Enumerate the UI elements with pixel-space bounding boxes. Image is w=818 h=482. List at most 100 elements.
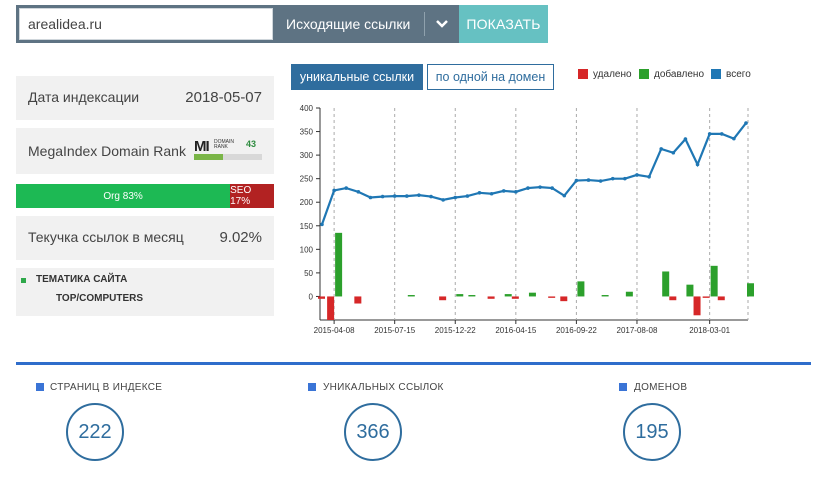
section-divider — [16, 362, 811, 365]
bar-removed — [318, 296, 325, 299]
index-date-label: Дата индексации — [28, 89, 140, 105]
legend-removed: удалено — [578, 68, 632, 80]
total-point — [392, 194, 397, 198]
rank-badge-caption: DOMAIN RANK — [214, 139, 234, 150]
total-point — [344, 186, 349, 190]
chevron-down-icon[interactable] — [426, 5, 458, 43]
total-point — [501, 189, 506, 193]
rank-score: 43 — [246, 139, 257, 149]
megaindex-logo: MI — [194, 138, 210, 155]
mode-select[interactable]: Исходящие ссылки — [276, 5, 458, 43]
total-point — [719, 132, 724, 136]
total-point — [635, 173, 639, 177]
total-point — [332, 188, 336, 193]
x-tick-label: 2015-12-22 — [435, 326, 476, 335]
tab-unique-links[interactable]: уникальные ссылки — [291, 64, 423, 90]
legend-added-label: добавлено — [654, 68, 705, 80]
bar-removed — [669, 296, 677, 301]
bar-added — [710, 265, 718, 297]
bar-added — [662, 271, 670, 297]
total-point — [707, 132, 712, 136]
y-tick-label: 250 — [300, 175, 314, 184]
total-point — [441, 198, 445, 202]
stat-bullet-icon — [619, 383, 627, 391]
total-point — [647, 174, 651, 179]
total-point — [586, 178, 591, 182]
index-date-value: 2018-05-07 — [185, 89, 262, 106]
legend-total-label: всего — [726, 68, 751, 80]
index-date-panel: Дата индексации 2018-05-07 — [16, 76, 274, 120]
domain-input[interactable] — [19, 8, 273, 40]
churn-value: 9.02% — [219, 229, 262, 246]
search-bar: Исходящие ссылки ПОКАЗАТЬ — [16, 5, 548, 43]
total-point — [659, 147, 663, 151]
stat-bullet-icon — [308, 383, 316, 391]
tab-one-per-domain[interactable]: по одной на домен — [427, 64, 554, 90]
y-tick-label: 100 — [300, 245, 314, 254]
total-point — [671, 150, 676, 155]
legend-swatch-total — [711, 69, 721, 79]
total-point — [417, 193, 421, 197]
total-point — [356, 190, 361, 194]
total-point — [514, 190, 518, 194]
y-tick-label: 150 — [300, 222, 314, 231]
bar-removed — [439, 296, 447, 301]
stat-label-domains: ДОМЕНОВ — [634, 382, 688, 393]
legend-swatch-removed — [578, 69, 588, 79]
stat-label-pages: СТРАНИЦ В ИНДЕКСЕ — [50, 382, 163, 393]
bar-removed — [548, 296, 556, 298]
y-tick-label: 200 — [300, 198, 314, 207]
domain-rank-label: MegaIndex Domain Rank — [28, 143, 186, 159]
legend-swatch-added — [639, 69, 649, 79]
total-point — [574, 178, 579, 183]
legend-added: добавлено — [639, 68, 704, 80]
links-chart: 400 350 300 250 200 150 100 50 0 2015-04-08 2015-0… — [300, 104, 754, 335]
x-tick-label: 2018-03-01 — [689, 326, 730, 335]
total-point — [477, 191, 482, 195]
y-tick-label: 400 — [300, 104, 314, 113]
x-tick-label: 2015-07-15 — [374, 326, 415, 335]
total-point — [453, 195, 458, 200]
total-point — [695, 162, 700, 167]
x-tick-label: 2016-04-15 — [495, 326, 536, 335]
y-tick-label: 350 — [300, 128, 314, 137]
total-point — [598, 179, 603, 183]
bar-removed — [354, 296, 362, 304]
bar-removed — [717, 296, 725, 301]
x-tick-label: 2016-09-22 — [556, 326, 597, 335]
topic-panel: ТЕМАТИКА САЙТА TOP/COMPUTERS — [16, 268, 274, 316]
total-point — [732, 136, 736, 141]
bar-added — [625, 291, 633, 297]
bar-removed — [560, 296, 568, 302]
total-point — [380, 194, 385, 199]
total-point — [683, 137, 688, 141]
total-point — [538, 185, 542, 189]
stat-value-pages: 222 — [66, 403, 124, 461]
show-button[interactable]: ПОКАЗАТЬ — [459, 5, 548, 43]
bar-added — [407, 295, 415, 297]
total-point — [744, 121, 748, 125]
stat-label-unique-links: УНИКАЛЬНЫХ ССЫЛОК — [323, 382, 444, 393]
y-tick-label: 50 — [304, 269, 313, 278]
y-tick-label: 0 — [309, 292, 314, 301]
stat-value-domains: 195 — [623, 403, 681, 461]
total-point — [405, 194, 409, 198]
topic-value: TOP/COMPUTERS — [56, 293, 144, 304]
rank-bar-fill — [194, 154, 224, 160]
total-point — [368, 195, 373, 200]
mode-select-label: Исходящие ссылки — [286, 16, 411, 32]
total-point — [465, 194, 470, 198]
select-divider — [424, 12, 425, 36]
bar-added — [686, 284, 694, 297]
total-point — [320, 222, 324, 227]
bar-added — [577, 281, 585, 297]
bar-removed — [487, 296, 495, 299]
total-point — [562, 193, 567, 198]
bar-removed — [693, 296, 701, 316]
topic-bullet-icon — [21, 278, 26, 283]
bar-added — [335, 232, 343, 297]
bar-removed — [702, 296, 710, 298]
bar-added — [504, 294, 512, 297]
total-point — [623, 176, 627, 181]
total-point — [489, 191, 494, 196]
